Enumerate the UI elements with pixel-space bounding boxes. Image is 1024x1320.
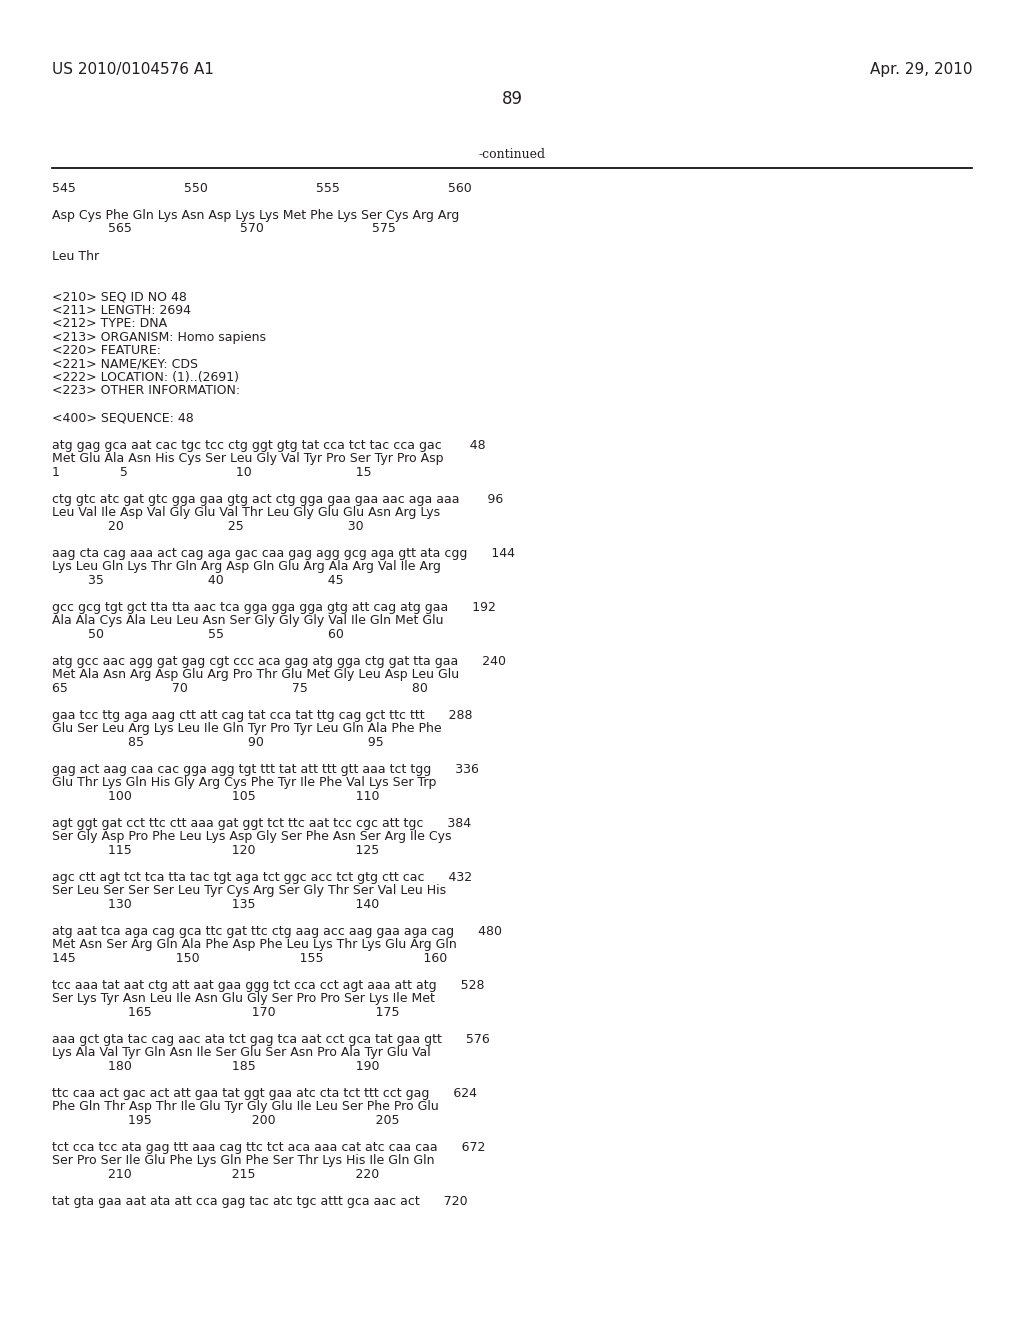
Text: 35                          40                          45: 35 40 45: [52, 573, 344, 586]
Text: Ser Gly Asp Pro Phe Leu Lys Asp Gly Ser Phe Asn Ser Arg Ile Cys: Ser Gly Asp Pro Phe Leu Lys Asp Gly Ser …: [52, 830, 452, 843]
Text: atg gag gca aat cac tgc tcc ctg ggt gtg tat cca tct tac cca gac       48: atg gag gca aat cac tgc tcc ctg ggt gtg …: [52, 438, 485, 451]
Text: 130                         135                         140: 130 135 140: [52, 898, 379, 911]
Text: 210                         215                         220: 210 215 220: [52, 1167, 379, 1180]
Text: Ser Lys Tyr Asn Leu Ile Asn Glu Gly Ser Pro Pro Ser Lys Ile Met: Ser Lys Tyr Asn Leu Ile Asn Glu Gly Ser …: [52, 993, 435, 1005]
Text: Glu Ser Leu Arg Lys Leu Ile Gln Tyr Pro Tyr Leu Gln Ala Phe Phe: Glu Ser Leu Arg Lys Leu Ile Gln Tyr Pro …: [52, 722, 441, 735]
Text: gaa tcc ttg aga aag ctt att cag tat cca tat ttg cag gct ttc ttt      288: gaa tcc ttg aga aag ctt att cag tat cca …: [52, 709, 472, 722]
Text: <222> LOCATION: (1)..(2691): <222> LOCATION: (1)..(2691): [52, 371, 239, 384]
Text: Phe Gln Thr Asp Thr Ile Glu Tyr Gly Glu Ile Leu Ser Phe Pro Glu: Phe Gln Thr Asp Thr Ile Glu Tyr Gly Glu …: [52, 1100, 438, 1113]
Text: <400> SEQUENCE: 48: <400> SEQUENCE: 48: [52, 412, 194, 425]
Text: <211> LENGTH: 2694: <211> LENGTH: 2694: [52, 304, 191, 317]
Text: Glu Thr Lys Gln His Gly Arg Cys Phe Tyr Ile Phe Val Lys Ser Trp: Glu Thr Lys Gln His Gly Arg Cys Phe Tyr …: [52, 776, 436, 789]
Text: 145                         150                         155                     : 145 150 155: [52, 952, 447, 965]
Text: Ser Leu Ser Ser Ser Leu Tyr Cys Arg Ser Gly Thr Ser Val Leu His: Ser Leu Ser Ser Ser Leu Tyr Cys Arg Ser …: [52, 884, 446, 898]
Text: gcc gcg tgt gct tta tta aac tca gga gga gga gtg att cag atg gaa      192: gcc gcg tgt gct tta tta aac tca gga gga …: [52, 601, 496, 614]
Text: Lys Leu Gln Lys Thr Gln Arg Asp Gln Glu Arg Ala Arg Val Ile Arg: Lys Leu Gln Lys Thr Gln Arg Asp Gln Glu …: [52, 560, 441, 573]
Text: aag cta cag aaa act cag aga gac caa gag agg gcg aga gtt ata cgg      144: aag cta cag aaa act cag aga gac caa gag …: [52, 546, 515, 560]
Text: 565                           570                           575: 565 570 575: [52, 223, 396, 235]
Text: -continued: -continued: [478, 148, 546, 161]
Text: ctg gtc atc gat gtc gga gaa gtg act ctg gga gaa gaa aac aga aaa       96: ctg gtc atc gat gtc gga gaa gtg act ctg …: [52, 492, 503, 506]
Text: <223> OTHER INFORMATION:: <223> OTHER INFORMATION:: [52, 384, 240, 397]
Text: 195                         200                         205: 195 200 205: [52, 1114, 399, 1126]
Text: 65                          70                          75                      : 65 70 75: [52, 681, 428, 694]
Text: Met Asn Ser Arg Gln Ala Phe Asp Phe Leu Lys Thr Lys Glu Arg Gln: Met Asn Ser Arg Gln Ala Phe Asp Phe Leu …: [52, 939, 457, 950]
Text: gag act aag caa cac gga agg tgt ttt tat att ttt gtt aaa tct tgg      336: gag act aag caa cac gga agg tgt ttt tat …: [52, 763, 479, 776]
Text: Met Ala Asn Arg Asp Glu Arg Pro Thr Glu Met Gly Leu Asp Leu Glu: Met Ala Asn Arg Asp Glu Arg Pro Thr Glu …: [52, 668, 459, 681]
Text: ttc caa act gac act att gaa tat ggt gaa atc cta tct ttt cct gag      624: ttc caa act gac act att gaa tat ggt gaa …: [52, 1086, 477, 1100]
Text: 1               5                           10                          15: 1 5 10 15: [52, 466, 372, 479]
Text: aaa gct gta tac cag aac ata tct gag tca aat cct gca tat gaa gtt      576: aaa gct gta tac cag aac ata tct gag tca …: [52, 1032, 489, 1045]
Text: 20                          25                          30: 20 25 30: [52, 520, 364, 532]
Text: Leu Thr: Leu Thr: [52, 249, 99, 263]
Text: atg gcc aac agg gat gag cgt ccc aca gag atg gga ctg gat tta gaa      240: atg gcc aac agg gat gag cgt ccc aca gag …: [52, 655, 506, 668]
Text: <220> FEATURE:: <220> FEATURE:: [52, 345, 161, 356]
Text: Lys Ala Val Tyr Gln Asn Ile Ser Glu Ser Asn Pro Ala Tyr Glu Val: Lys Ala Val Tyr Gln Asn Ile Ser Glu Ser …: [52, 1045, 431, 1059]
Text: 165                         170                         175: 165 170 175: [52, 1006, 399, 1019]
Text: tat gta gaa aat ata att cca gag tac atc tgc attt gca aac act      720: tat gta gaa aat ata att cca gag tac atc …: [52, 1195, 468, 1208]
Text: 50                          55                          60: 50 55 60: [52, 627, 344, 640]
Text: 85                          90                          95: 85 90 95: [52, 735, 384, 748]
Text: 89: 89: [502, 90, 522, 108]
Text: 115                         120                         125: 115 120 125: [52, 843, 379, 857]
Text: <210> SEQ ID NO 48: <210> SEQ ID NO 48: [52, 290, 186, 304]
Text: 545                           550                           555                 : 545 550 555: [52, 182, 472, 195]
Text: Met Glu Ala Asn His Cys Ser Leu Gly Val Tyr Pro Ser Tyr Pro Asp: Met Glu Ala Asn His Cys Ser Leu Gly Val …: [52, 451, 443, 465]
Text: <213> ORGANISM: Homo sapiens: <213> ORGANISM: Homo sapiens: [52, 330, 266, 343]
Text: Leu Val Ile Asp Val Gly Glu Val Thr Leu Gly Glu Glu Asn Arg Lys: Leu Val Ile Asp Val Gly Glu Val Thr Leu …: [52, 506, 440, 519]
Text: tct cca tcc ata gag ttt aaa cag ttc tct aca aaa cat atc caa caa      672: tct cca tcc ata gag ttt aaa cag ttc tct …: [52, 1140, 485, 1154]
Text: 100                         105                         110: 100 105 110: [52, 789, 380, 803]
Text: 180                         185                         190: 180 185 190: [52, 1060, 380, 1072]
Text: atg aat tca aga cag gca ttc gat ttc ctg aag acc aag gaa aga cag      480: atg aat tca aga cag gca ttc gat ttc ctg …: [52, 924, 502, 937]
Text: <221> NAME/KEY: CDS: <221> NAME/KEY: CDS: [52, 358, 198, 371]
Text: <212> TYPE: DNA: <212> TYPE: DNA: [52, 317, 167, 330]
Text: tcc aaa tat aat ctg att aat gaa ggg tct cca cct agt aaa att atg      528: tcc aaa tat aat ctg att aat gaa ggg tct …: [52, 978, 484, 991]
Text: Ser Pro Ser Ile Glu Phe Lys Gln Phe Ser Thr Lys His Ile Gln Gln: Ser Pro Ser Ile Glu Phe Lys Gln Phe Ser …: [52, 1154, 434, 1167]
Text: Asp Cys Phe Gln Lys Asn Asp Lys Lys Met Phe Lys Ser Cys Arg Arg: Asp Cys Phe Gln Lys Asn Asp Lys Lys Met …: [52, 209, 459, 222]
Text: agt ggt gat cct ttc ctt aaa gat ggt tct ttc aat tcc cgc att tgc      384: agt ggt gat cct ttc ctt aaa gat ggt tct …: [52, 817, 471, 829]
Text: Apr. 29, 2010: Apr. 29, 2010: [869, 62, 972, 77]
Text: Ala Ala Cys Ala Leu Leu Asn Ser Gly Gly Gly Val Ile Gln Met Glu: Ala Ala Cys Ala Leu Leu Asn Ser Gly Gly …: [52, 614, 443, 627]
Text: US 2010/0104576 A1: US 2010/0104576 A1: [52, 62, 214, 77]
Text: agc ctt agt tct tca tta tac tgt aga tct ggc acc tct gtg ctt cac      432: agc ctt agt tct tca tta tac tgt aga tct …: [52, 870, 472, 883]
